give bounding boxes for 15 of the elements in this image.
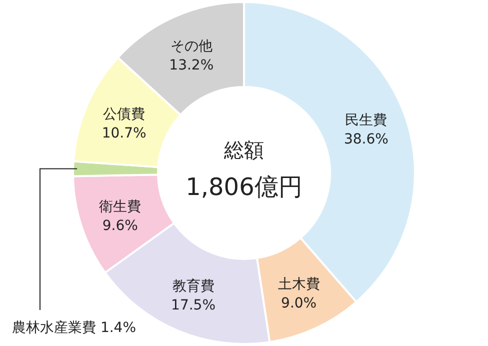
- text: 1,806億円: [186, 173, 302, 201]
- data-label: 10.7%: [102, 126, 146, 142]
- slice-label: その他: [170, 38, 212, 55]
- text: 総額: [223, 138, 264, 162]
- slice-label: 農林水産業費 1.4%: [12, 320, 136, 336]
- data-label: 9.0%: [281, 295, 317, 312]
- data-label: 9.6%: [102, 218, 138, 234]
- data-label: 17.5%: [171, 297, 216, 314]
- slice-label: 公債費: [103, 106, 146, 123]
- slice-label: 衛生費: [99, 199, 142, 216]
- slice-label: 土木費: [278, 276, 320, 292]
- slice-label: 民生費: [345, 112, 388, 128]
- slice-label: 教育費: [172, 277, 214, 294]
- data-label: 13.2%: [169, 58, 214, 74]
- data-label: 38.6%: [344, 131, 388, 148]
